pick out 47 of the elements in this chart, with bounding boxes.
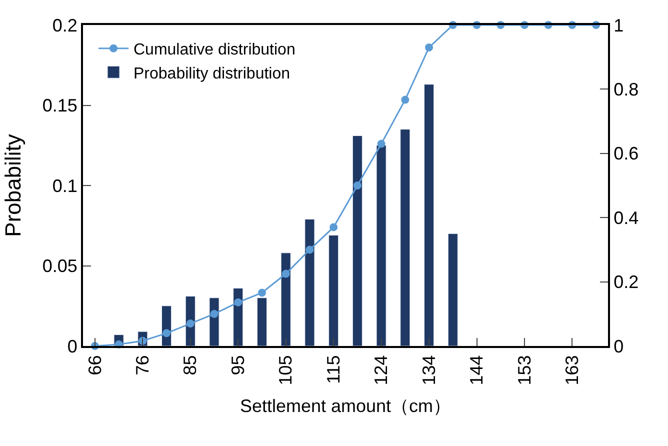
bar [304,218,315,346]
bar [280,252,291,346]
bar [328,235,339,346]
y-tick-label: 0.2 [52,15,78,36]
bar [376,145,386,346]
x-tick-label: 105 [276,355,296,386]
bar [400,129,410,346]
x-tick-label: 66 [84,355,105,376]
bar [352,136,362,346]
y-tick-label: 0.15 [42,96,78,116]
legend-label: Cumulative distribution [134,42,296,59]
point [186,320,194,328]
x-tick-label: 153 [514,355,534,386]
y2-tick-label: 0.2 [614,272,639,292]
point [306,246,314,254]
x-axis-title: Settlement amount（cm） [240,396,452,416]
point [330,223,338,232]
y2-tick-label: 0.4 [614,208,639,228]
x-tick-label: 134 [418,355,439,386]
x-tick-label: 76 [132,355,153,376]
point [401,96,410,104]
y-tick-label: 0.05 [42,256,78,276]
y2-tick-label: 0 [614,336,624,356]
bar [256,298,267,346]
y2-tick-label: 1 [614,15,624,36]
x-tick-label: 95 [228,355,248,376]
x-tick-label: 144 [466,355,487,386]
point [353,182,362,190]
y2-tick-label: 0.6 [614,144,639,164]
point [258,288,266,297]
bar [448,233,458,346]
y-axis-title: Probability [0,134,26,237]
point [425,43,434,52]
point [282,270,290,278]
bar [424,84,434,346]
bar [233,288,244,346]
point [162,329,171,338]
x-tick-label: 163 [562,355,582,386]
point [234,298,242,306]
y2-tick-label: 0.8 [614,80,639,100]
point [377,140,386,148]
legend-label: Probability distribution [134,65,290,82]
x-tick-label: 115 [323,355,344,384]
y-tick-label: 0 [67,336,78,356]
x-tick-label: 124 [371,355,392,386]
y-tick-label: 0.1 [52,176,78,196]
x-tick-label: 85 [180,355,200,376]
